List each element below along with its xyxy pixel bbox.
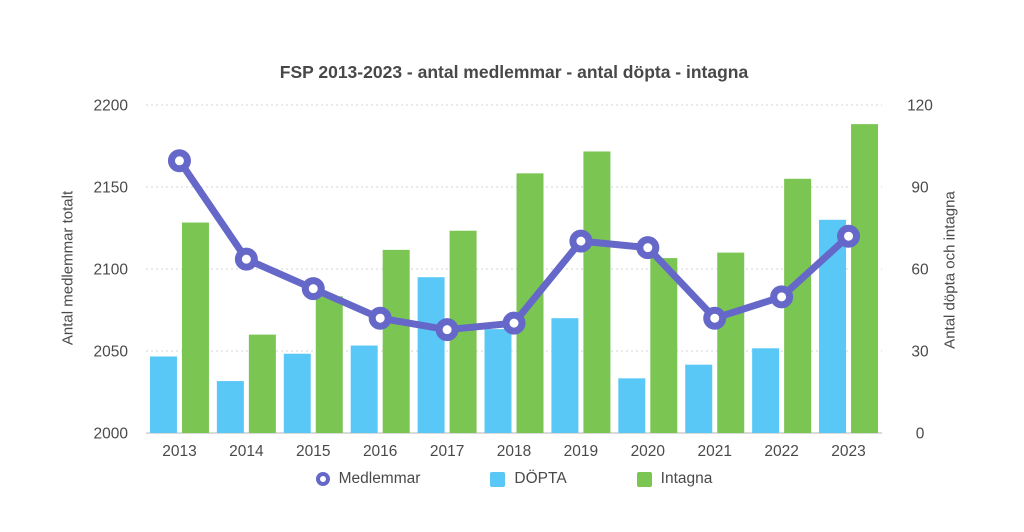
bar-dopta-2018	[484, 329, 512, 433]
legend-label-dopta: DÖPTA	[514, 470, 567, 487]
right-axis-tick: 0	[916, 426, 925, 443]
legend-item-intagna: Intagna	[636, 470, 713, 488]
bar-dopta-2021	[685, 364, 713, 433]
chart-title: FSP 2013-2023 - antal medlemmar - antal …	[279, 62, 749, 82]
legend-item-dopta: DÖPTA	[490, 470, 567, 488]
x-axis-tick: 2014	[229, 443, 264, 460]
line-medlemmar	[175, 157, 853, 334]
marker-medlemmar-2016	[368, 306, 392, 330]
bar-dopta-2020	[618, 378, 646, 433]
legend-item-medlemmar: Medlemmar	[315, 470, 421, 488]
bar-dopta-2013	[149, 356, 177, 433]
bar-intagna-2015	[315, 296, 343, 433]
bar-intagna-2023	[851, 124, 879, 433]
x-axis-tick: 2018	[497, 443, 531, 460]
left-axis-tick: 2150	[94, 180, 129, 197]
x-axis-tick: 2019	[564, 443, 598, 460]
marker-medlemmar-2022	[770, 285, 794, 309]
marker-medlemmar-2020	[636, 236, 660, 260]
x-axis-tick: 2017	[430, 443, 464, 460]
right-axis-title: Antal döpta och intagna	[941, 191, 959, 349]
right-axis-tick: 60	[911, 262, 929, 279]
dopta-swatch-icon	[490, 471, 506, 487]
bar-intagna-2016	[382, 249, 410, 433]
bar-dopta-2014	[216, 381, 244, 433]
right-axis-tick: 120	[907, 98, 933, 115]
right-axis-tick: 90	[911, 180, 929, 197]
legend-label-medlemmar: Medlemmar	[338, 470, 421, 487]
left-axis-tick: 2100	[94, 262, 129, 279]
left-axis-tick: 2200	[94, 98, 129, 115]
right-axis-tick: 30	[911, 344, 929, 361]
marker-medlemmar-2015	[301, 277, 325, 301]
marker-medlemmar-2014	[234, 247, 258, 271]
x-axis-tick: 2022	[764, 443, 798, 460]
bar-intagna-2013	[181, 222, 209, 433]
left-axis-tick: 2050	[94, 344, 129, 361]
bar-intagna-2014	[248, 334, 276, 433]
marker-medlemmar-2021	[703, 306, 727, 330]
marker-medlemmar-2013	[167, 149, 191, 173]
marker-medlemmar-2019	[569, 229, 593, 253]
intagna-swatch-icon	[636, 471, 652, 487]
x-axis-tick: 2013	[162, 443, 196, 460]
bar-dopta-2015	[283, 353, 311, 433]
bar-intagna-2020	[650, 258, 678, 433]
x-axis-tick: 2020	[631, 443, 666, 460]
legend: Medlemmar DÖPTA Intagna	[146, 469, 882, 489]
marker-medlemmar-2018	[502, 311, 526, 335]
x-axis-tick: 2016	[363, 443, 397, 460]
bar-dopta-2019	[551, 318, 579, 433]
marker-medlemmar-2017	[435, 318, 459, 342]
bar-dopta-2022	[752, 348, 780, 433]
bar-dopta-2016	[350, 345, 378, 433]
line-marker-icon	[315, 472, 330, 486]
left-axis-title: Antal medlemmar totalt	[59, 190, 77, 346]
x-axis-tick: 2015	[296, 443, 330, 460]
bar-intagna-2019	[583, 151, 611, 433]
bar-intagna-2021	[717, 252, 745, 433]
x-axis-tick: 2021	[697, 443, 731, 460]
left-axis-tick: 2000	[94, 426, 129, 443]
x-axis-tick: 2023	[831, 443, 865, 460]
bar-dopta-2017	[417, 277, 445, 433]
marker-medlemmar-2023	[837, 224, 861, 248]
legend-label-intagna: Intagna	[660, 470, 713, 487]
